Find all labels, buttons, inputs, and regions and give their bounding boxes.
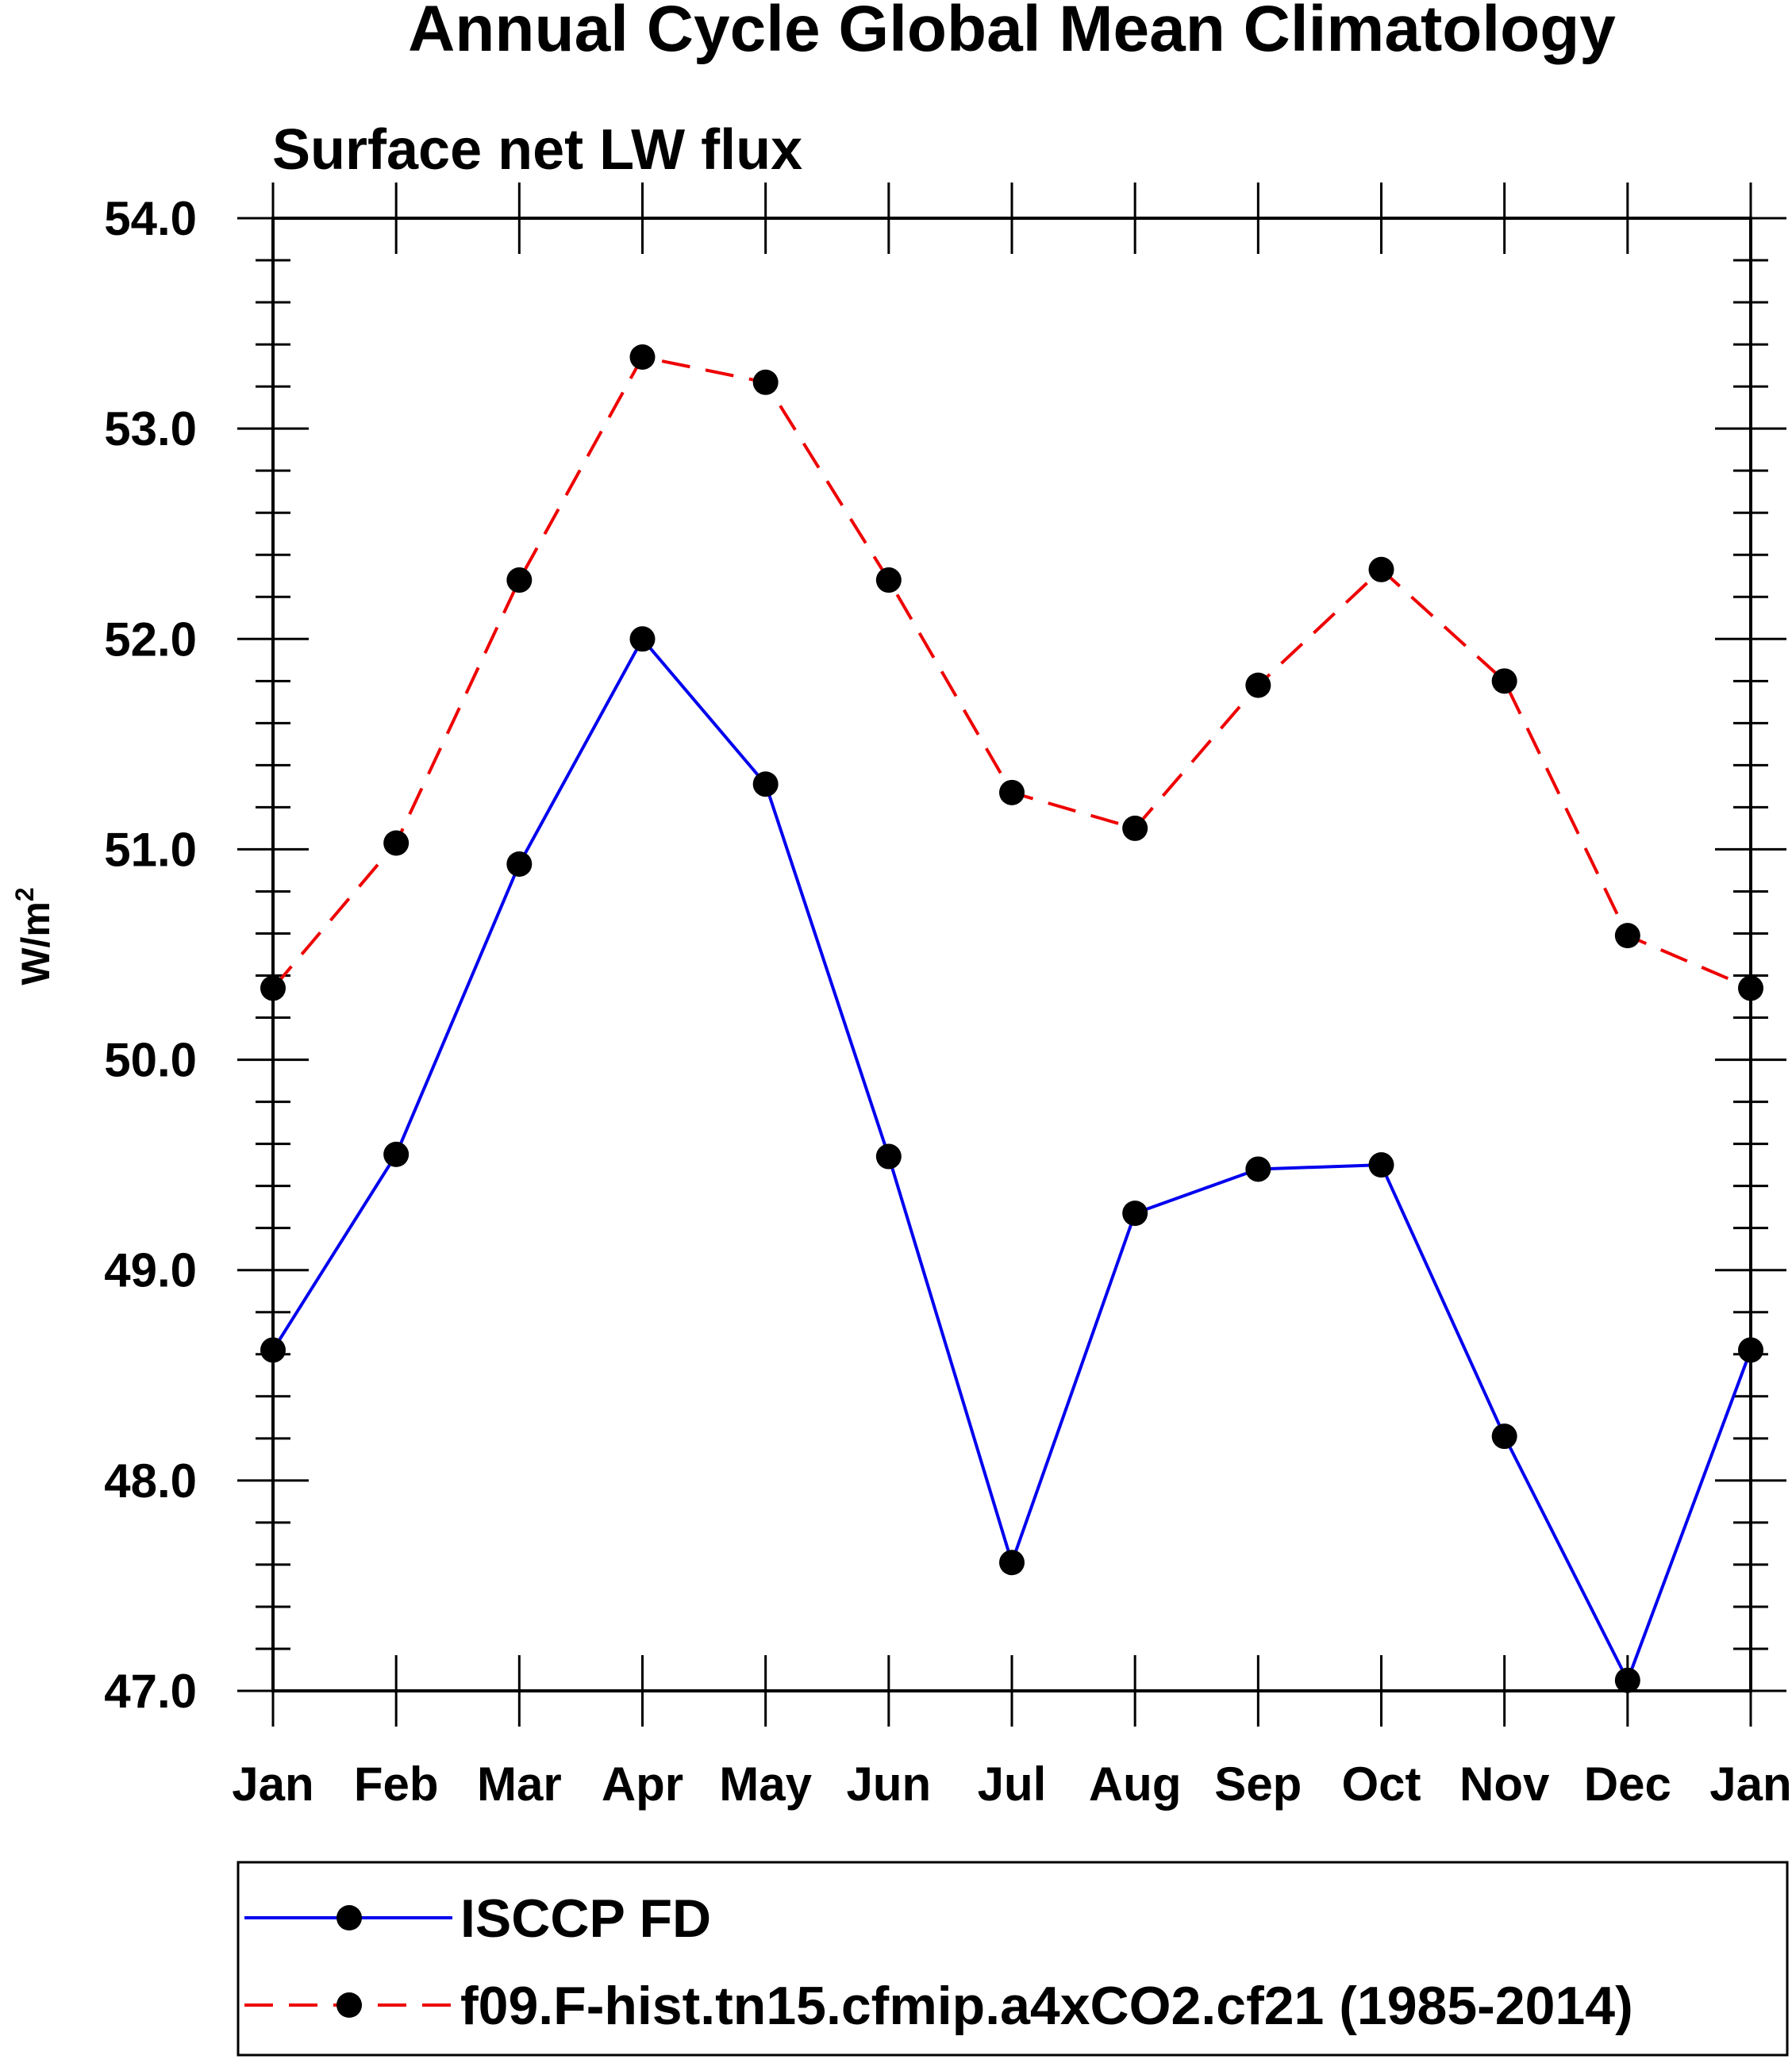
svg-text:W/m2: W/m2 xyxy=(10,887,58,985)
x-tick-label: Jan xyxy=(1709,1758,1791,1811)
series-1-point xyxy=(1368,1152,1394,1178)
series-1-point xyxy=(1122,1201,1148,1227)
series-1-point xyxy=(629,626,656,652)
series-2-point xyxy=(1614,923,1640,949)
y-tick-label: 51.0 xyxy=(104,823,197,876)
x-tick-label: Mar xyxy=(477,1758,562,1811)
series-2-point xyxy=(875,567,902,594)
y-tick-label: 48.0 xyxy=(104,1454,197,1508)
legend-marker-1 xyxy=(336,1905,362,1930)
series-1-point xyxy=(1245,1156,1271,1182)
legend-box xyxy=(236,1861,1789,2057)
x-tick-label: Sep xyxy=(1214,1758,1302,1811)
plot-frame xyxy=(271,217,1752,1692)
x-tick-label: Apr xyxy=(602,1758,683,1811)
y-tick-label: 53.0 xyxy=(104,402,197,455)
legend-marker-2 xyxy=(336,1992,362,2018)
x-tick-label: Aug xyxy=(1089,1758,1182,1811)
series-1-point xyxy=(1738,1337,1763,1363)
series-1-point xyxy=(506,851,533,877)
y-axis-label: W/m2 xyxy=(10,887,58,985)
series-line-2 xyxy=(271,355,1752,990)
chart-title: Annual Cycle Global Mean Climatology xyxy=(408,0,1616,65)
y-tick-label: 52.0 xyxy=(104,613,197,666)
x-tick-label: Oct xyxy=(1341,1758,1421,1811)
x-tick-label: Nov xyxy=(1459,1758,1550,1811)
y-tick-label: 47.0 xyxy=(104,1665,197,1718)
series-2-point xyxy=(1245,672,1271,698)
x-tick-label: Jul xyxy=(978,1758,1047,1811)
series-layer xyxy=(260,344,1763,1693)
series-2-point xyxy=(383,830,410,856)
series-2-point xyxy=(506,567,533,594)
series-2-point xyxy=(999,779,1025,805)
series-1-point xyxy=(260,1337,286,1363)
series-2-point xyxy=(1368,556,1394,582)
x-tick-label: Feb xyxy=(354,1758,439,1811)
series-1-point xyxy=(383,1141,410,1167)
y-axis-label-text: W/m xyxy=(13,901,58,985)
series-1-point xyxy=(875,1143,902,1170)
series-1-point xyxy=(752,771,779,797)
chart-subtitle: Surface net LW flux xyxy=(272,118,802,182)
y-tick-labels: 47.0 48.0 49.0 50.0 51.0 52.0 53.0 54.0 xyxy=(104,192,197,1718)
legend-label-2: f09.F-hist.tn15.cfmip.a4xCO2.cf21 (1985-… xyxy=(460,1976,1633,2036)
series-2-point xyxy=(629,344,656,370)
y-tick-label: 54.0 xyxy=(104,192,197,245)
y-tick-label: 50.0 xyxy=(104,1034,197,1087)
y-tick-label: 49.0 xyxy=(104,1244,197,1297)
legend: ISCCP FD f09.F-hist.tn15.cfmip.a4xCO2.cf2… xyxy=(244,1888,1633,2036)
series-2-point xyxy=(1122,815,1148,841)
series-2-point xyxy=(260,975,286,1001)
legend-label-1: ISCCP FD xyxy=(460,1888,711,1949)
x-tick-labels: Jan Feb Mar Apr May Jun Jul Aug Sep Oct Nov Dec Jan xyxy=(232,1758,1791,1811)
y-axis-label-superscript: 2 xyxy=(10,887,39,901)
series-2-point xyxy=(1738,975,1763,1001)
x-tick-label: Jan xyxy=(232,1758,313,1811)
x-tick-label: Dec xyxy=(1584,1758,1671,1811)
series-1-point xyxy=(999,1550,1025,1576)
major-ticks xyxy=(237,182,1786,1727)
x-tick-label: Jun xyxy=(846,1758,931,1811)
series-1-point xyxy=(1491,1423,1517,1450)
series-2-point xyxy=(1491,668,1517,694)
series-2-point xyxy=(752,369,779,395)
x-tick-label: May xyxy=(719,1758,812,1811)
series-1-point xyxy=(1614,1667,1640,1693)
